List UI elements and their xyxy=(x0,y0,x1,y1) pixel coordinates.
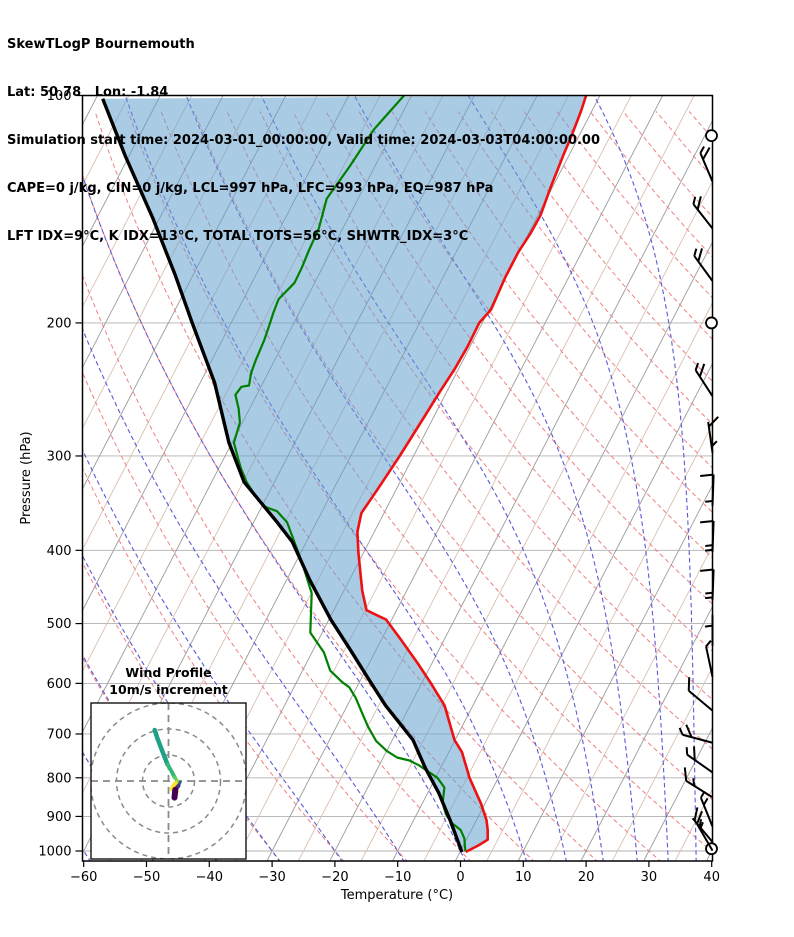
x-tick-label: 10 xyxy=(515,870,532,885)
page-title: SkewTLogP Bournemouth xyxy=(7,37,195,52)
shaded-area xyxy=(102,95,587,852)
x-axis-label: Temperature (°C) xyxy=(340,888,454,903)
x-tick-label: −10 xyxy=(384,870,411,885)
y-tick-label: 700 xyxy=(47,727,72,742)
subtitle-indices-2: LFT IDX=9°C, K IDX=13°C, TOTAL TOTS=56°C… xyxy=(7,229,469,244)
x-tick-label: −30 xyxy=(258,870,285,885)
subtitle-latlon: Lat: 50.78 Lon: -1.84 xyxy=(7,85,169,100)
y-tick-label: 500 xyxy=(47,617,72,632)
hodograph-trace-segment xyxy=(171,786,179,801)
y-tick-label: 600 xyxy=(47,677,72,692)
chart-header: SkewTLogP Bournemouth Lat: 50.78 Lon: -1… xyxy=(7,5,600,277)
y-tick-label: 800 xyxy=(47,771,72,786)
x-tick-label: 40 xyxy=(703,870,720,885)
hodograph-trace-segment xyxy=(152,727,170,767)
temperature-curve xyxy=(356,95,588,854)
hodograph-box xyxy=(90,702,247,860)
wind-barbs xyxy=(678,129,719,856)
hodograph-title-line2: 10m/s increment xyxy=(109,682,228,697)
hodograph-ring xyxy=(115,728,222,834)
y-tick-label: 100 xyxy=(47,89,72,104)
plot-area xyxy=(82,95,713,861)
x-tick-label: 30 xyxy=(641,870,658,885)
y-tick-label: 300 xyxy=(47,449,72,464)
y-axis-label: Pressure (hPa) xyxy=(19,431,34,525)
parcel-curve xyxy=(101,98,464,853)
axis-ticks: −60 −50 −40 −30 −20 −10 0 10 20 30 40 100 200 300 400 5… xyxy=(38,89,720,885)
hodograph-title: Wind Profile 10m/s increment xyxy=(88,664,249,698)
calm-wind-circle xyxy=(705,316,718,330)
x-tick-label: 20 xyxy=(578,870,595,885)
dewpoint-curve xyxy=(232,95,467,852)
hodograph-title-line1: Wind Profile xyxy=(125,665,212,680)
x-tick-label: −60 xyxy=(70,870,97,885)
subtitle-indices-1: CAPE=0 j/kg, CIN=0 j/kg, LCL=997 hPa, LF… xyxy=(7,181,494,196)
calm-wind-circle xyxy=(705,129,718,143)
subtitle-times: Simulation start time: 2024-03-01_00:00:… xyxy=(7,133,600,148)
hodograph-inset xyxy=(90,702,247,860)
y-tick-label: 900 xyxy=(47,810,72,825)
y-tick-label: 1000 xyxy=(38,845,71,860)
hodograph-ring xyxy=(141,754,196,808)
x-tick-label: −50 xyxy=(133,870,160,885)
x-tick-label: −40 xyxy=(196,870,223,885)
x-tick-label: 0 xyxy=(456,870,464,885)
y-tick-label: 400 xyxy=(47,544,72,559)
hodograph-trace-segment xyxy=(165,762,177,780)
y-tick-label: 200 xyxy=(47,316,72,331)
x-tick-label: −20 xyxy=(321,870,348,885)
